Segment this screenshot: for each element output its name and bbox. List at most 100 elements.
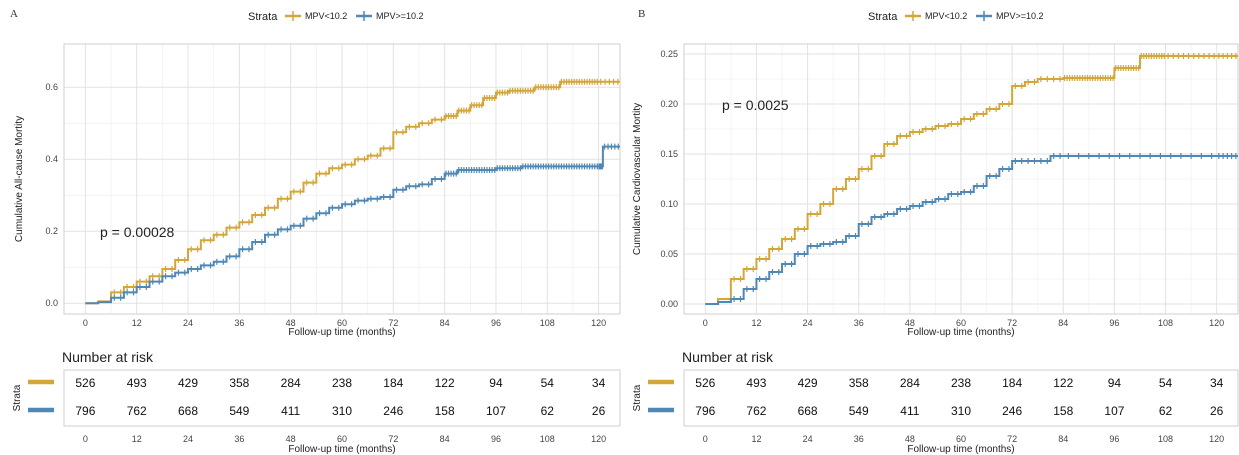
risk-count-low: 54	[541, 376, 555, 390]
x-tick-label: 120	[1209, 318, 1224, 328]
risk-count-high: 62	[541, 404, 555, 418]
panel-letter: A	[10, 8, 18, 20]
plot-frame	[63, 43, 621, 315]
x-tick-label: 12	[132, 318, 142, 328]
risk-count-low: 284	[900, 376, 920, 390]
risk-count-high: 246	[1002, 404, 1022, 418]
risk-count-low: 34	[592, 376, 606, 390]
legend-title: Strata	[248, 11, 278, 23]
y-tick-label: 0.6	[45, 82, 58, 92]
risk-table-title: Number at risk	[62, 349, 154, 365]
grid	[684, 44, 1238, 314]
risk-x-tick-label: 72	[388, 434, 398, 444]
plot-area: 0 12 24 36 48 60 72 84 96 108 120 0.00 0.05 0.10 0.15…	[660, 43, 1239, 328]
censor-marks-high	[733, 153, 1237, 302]
x-tick-label: 84	[440, 318, 450, 328]
risk-x-tick-label: 36	[854, 434, 864, 444]
y-tick-label: 0.0	[45, 298, 58, 308]
legend-label-high: MPV>=10.2	[996, 11, 1044, 21]
x-axis-title: Follow-up time (months)	[907, 327, 1014, 338]
legend-title: Strata	[868, 11, 898, 23]
risk-x-tick-label: 84	[440, 434, 450, 444]
survival-curves	[705, 53, 1238, 305]
risk-count-low: 284	[281, 376, 301, 390]
risk-count-high: 668	[178, 404, 198, 418]
risk-count-low: 238	[951, 376, 971, 390]
risk-count-low: 54	[1159, 376, 1173, 390]
risk-x-axis-title: Follow-up time (months)	[288, 444, 395, 455]
risk-count-low: 429	[178, 376, 198, 390]
risk-count-high: 762	[746, 404, 766, 418]
risk-count-high: 796	[695, 404, 715, 418]
x-tick-label: 24	[183, 318, 193, 328]
y-tick-label: 0.15	[660, 149, 678, 159]
risk-count-high: 26	[592, 404, 606, 418]
legend-label-low: MPV<10.2	[925, 11, 967, 21]
risk-count-low: 526	[695, 376, 715, 390]
risk-strata-label: Strata	[632, 384, 643, 411]
x-tick-label: 48	[286, 318, 296, 328]
risk-x-tick-label: 48	[905, 434, 915, 444]
risk-count-low: 184	[383, 376, 403, 390]
risk-x-tick-label: 96	[1109, 434, 1119, 444]
risk-count-high: 549	[229, 404, 249, 418]
risk-count-high: 107	[486, 404, 506, 418]
grid	[64, 44, 620, 314]
legend: Strata MPV<10.2 MPV>=10.2	[868, 11, 1044, 23]
risk-count-low: 94	[489, 376, 503, 390]
y-tick-label: 0.05	[660, 249, 678, 259]
risk-x-tick-label: 120	[591, 434, 606, 444]
legend-label-high: MPV>=10.2	[376, 11, 424, 21]
risk-table-frame	[63, 369, 621, 427]
risk-count-low: 238	[332, 376, 352, 390]
risk-x-tick-label: 24	[183, 434, 193, 444]
risk-x-tick-label: 0	[703, 434, 708, 444]
risk-table: Number at risk Strata 526 493 429 358 284 238…	[632, 349, 1239, 455]
censor-marks-low	[113, 78, 619, 296]
risk-x-tick-label: 12	[132, 434, 142, 444]
risk-x-tick-label: 120	[1209, 434, 1224, 444]
risk-count-high: 246	[383, 404, 403, 418]
legend-label-low: MPV<10.2	[305, 11, 347, 21]
plot-frame	[683, 43, 1239, 315]
risk-strata-label: Strata	[12, 384, 23, 411]
risk-x-tick-label: 48	[286, 434, 296, 444]
risk-count-low: 493	[127, 376, 147, 390]
x-tick-label: 24	[803, 318, 813, 328]
risk-count-low: 429	[798, 376, 818, 390]
x-tick-label: 48	[905, 318, 915, 328]
risk-count-high: 668	[798, 404, 818, 418]
risk-table-title: Number at risk	[682, 349, 774, 365]
y-tick-label: 0.10	[660, 199, 678, 209]
risk-x-tick-label: 24	[803, 434, 813, 444]
plot-area: 0 12 24 36 48 60 72 84 96 108 120 0.0 0.2 0.4 0.6	[45, 43, 621, 328]
x-tick-labels: 0 12 24 36 48 60 72 84 96 108 120	[83, 318, 606, 328]
risk-count-high: 411	[900, 404, 919, 418]
x-tick-label: 60	[337, 318, 347, 328]
risk-count-high: 107	[1104, 404, 1124, 418]
x-tick-label: 36	[234, 318, 244, 328]
curve-high	[85, 145, 620, 305]
y-tick-labels: 0.00 0.05 0.10 0.15 0.20 0.25	[660, 49, 678, 309]
x-tick-label: 0	[83, 318, 88, 328]
risk-numbers: 526 493 429 358 284 238 184 122 94 54 34 796 762 668 5…	[75, 376, 605, 418]
y-tick-label: 0.4	[45, 154, 58, 164]
risk-count-low: 122	[435, 376, 455, 390]
risk-count-high: 310	[332, 404, 352, 418]
risk-x-tick-label: 12	[751, 434, 761, 444]
risk-count-high: 26	[1210, 404, 1224, 418]
curve-low	[85, 80, 620, 305]
risk-x-tick-label: 72	[1007, 434, 1017, 444]
panel-a: A Strata MPV<10.2 MPV>=10.2 0 12 24 36 48 60 7…	[10, 8, 621, 455]
censor-marks-high	[113, 143, 619, 301]
x-tick-label: 0	[703, 318, 708, 328]
risk-x-tick-label: 84	[1058, 434, 1068, 444]
x-tick-label: 108	[540, 318, 555, 328]
risk-x-tick-label: 0	[83, 434, 88, 444]
risk-count-low: 34	[1210, 376, 1224, 390]
x-tick-label: 60	[956, 318, 966, 328]
y-tick-label: 0.2	[45, 226, 58, 236]
y-tick-labels: 0.0 0.2 0.4 0.6	[45, 82, 58, 308]
risk-x-tick-label: 60	[337, 434, 347, 444]
